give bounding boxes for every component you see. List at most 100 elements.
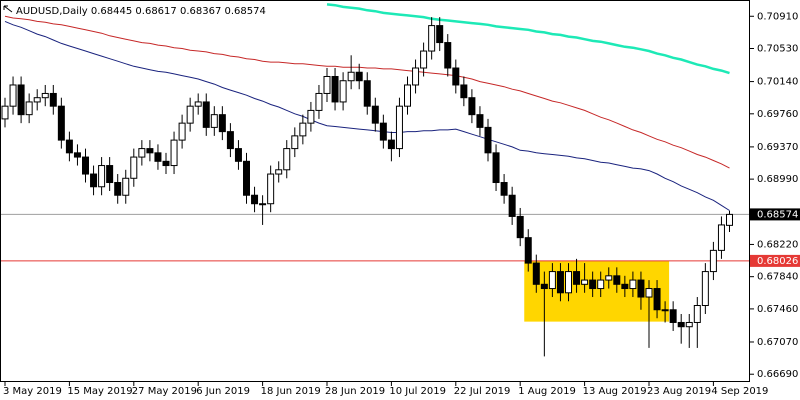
- x-tick-label: 28 Jun 2019: [325, 386, 385, 397]
- candle-body: [57, 105, 65, 141]
- candle-body: [41, 92, 49, 99]
- candle-body: [605, 275, 613, 281]
- title-icon: [3, 5, 13, 13]
- x-tick-label: 10 Jul 2019: [389, 386, 446, 397]
- candle-body: [460, 84, 468, 99]
- candle-body: [476, 114, 484, 128]
- x-tick-label: 1 Aug 2019: [518, 386, 576, 397]
- x-tick-label: 6 Jun 2019: [196, 386, 250, 397]
- candle-body: [226, 131, 234, 150]
- candle-body: [726, 213, 733, 226]
- candle-body: [484, 126, 492, 154]
- candle-body: [259, 203, 267, 206]
- candle-body: [82, 156, 89, 175]
- candle-body: [532, 262, 540, 285]
- candle-body: [524, 237, 532, 264]
- candle-body: [685, 321, 693, 328]
- y-tick-label: 0.69370: [757, 142, 798, 153]
- candle-body: [130, 156, 138, 179]
- candle-body: [234, 148, 242, 162]
- moving-average: [4, 20, 730, 211]
- candle-body: [9, 84, 17, 107]
- candle-body: [371, 105, 379, 124]
- candle-body: [709, 249, 717, 273]
- y-tick-label: 0.67070: [757, 337, 798, 348]
- y-tick-label: 0.69760: [757, 109, 798, 120]
- candle-body: [154, 152, 162, 162]
- price-line-label: 0.68574: [757, 209, 798, 220]
- candle-body: [186, 105, 194, 124]
- candle-body: [404, 84, 411, 107]
- candle-body: [669, 309, 677, 323]
- candle-body: [540, 283, 548, 290]
- candle-body: [49, 92, 57, 107]
- candle-body: [565, 271, 572, 294]
- candle-body: [138, 148, 146, 158]
- candle-body: [162, 160, 170, 167]
- candle-body: [98, 165, 106, 188]
- candle-body: [17, 84, 25, 116]
- candle-body: [468, 97, 476, 116]
- candle-body: [387, 139, 395, 150]
- plot-frame: [0, 0, 750, 382]
- moving-average: [326, 3, 730, 75]
- level-line-label: 0.68026: [757, 256, 798, 267]
- candle-body: [452, 67, 460, 86]
- candle-body: [613, 275, 621, 285]
- candle-body: [170, 139, 178, 167]
- candle-body: [645, 288, 653, 298]
- y-tick-label: 0.67460: [757, 304, 798, 315]
- candle-body: [428, 25, 436, 52]
- y-tick-label: 0.70910: [757, 11, 798, 22]
- level-line-label-box: [750, 254, 800, 267]
- candle-body: [412, 67, 420, 86]
- candle-body: [589, 279, 597, 290]
- y-tick-label: 0.68220: [757, 239, 798, 250]
- candle-body: [677, 321, 685, 328]
- candle-body: [717, 224, 725, 251]
- candle-body: [146, 148, 154, 154]
- chart-title: AUDUSD,Daily 0.68445 0.68617 0.68367 0.6…: [16, 6, 266, 17]
- highlight-zone: [524, 260, 670, 322]
- plot-area: [1, 3, 749, 357]
- candle-body: [556, 271, 564, 294]
- candle-body: [202, 101, 210, 128]
- candle-body: [122, 177, 130, 196]
- candle-body: [194, 101, 202, 107]
- candle-body: [178, 122, 186, 141]
- candle-body: [339, 80, 347, 103]
- candle-body: [573, 271, 581, 285]
- candle-body: [106, 165, 114, 184]
- candle-body: [637, 279, 645, 298]
- y-tick-label: 0.66690: [757, 369, 798, 380]
- candle-body: [315, 92, 323, 111]
- candle-body: [500, 182, 508, 196]
- candle-body: [621, 283, 629, 290]
- candle-body: [420, 50, 428, 69]
- candle-body: [275, 169, 283, 175]
- candle-body: [73, 152, 81, 158]
- candle-body: [114, 182, 122, 196]
- y-tick-label: 0.67840: [757, 272, 798, 283]
- candle-body: [299, 122, 307, 137]
- candle-body: [283, 148, 291, 171]
- candle-body: [347, 71, 355, 82]
- candle-body: [307, 109, 315, 124]
- candle-body: [444, 42, 452, 69]
- candle-body: [693, 305, 701, 323]
- candle-body: [291, 135, 299, 150]
- y-tick-label: 0.70530: [757, 44, 798, 55]
- candle-body: [379, 122, 387, 141]
- x-tick-label: 22 Jul 2019: [454, 386, 511, 397]
- candle-body: [1, 105, 9, 120]
- candle-body: [363, 80, 371, 107]
- candle-body: [243, 160, 250, 196]
- y-tick-label: 0.70140: [757, 77, 798, 88]
- moving-average: [4, 15, 730, 169]
- price-line-label-box: [750, 208, 800, 221]
- candle-body: [25, 101, 33, 116]
- candle-body: [267, 173, 275, 205]
- candle-body: [701, 271, 709, 307]
